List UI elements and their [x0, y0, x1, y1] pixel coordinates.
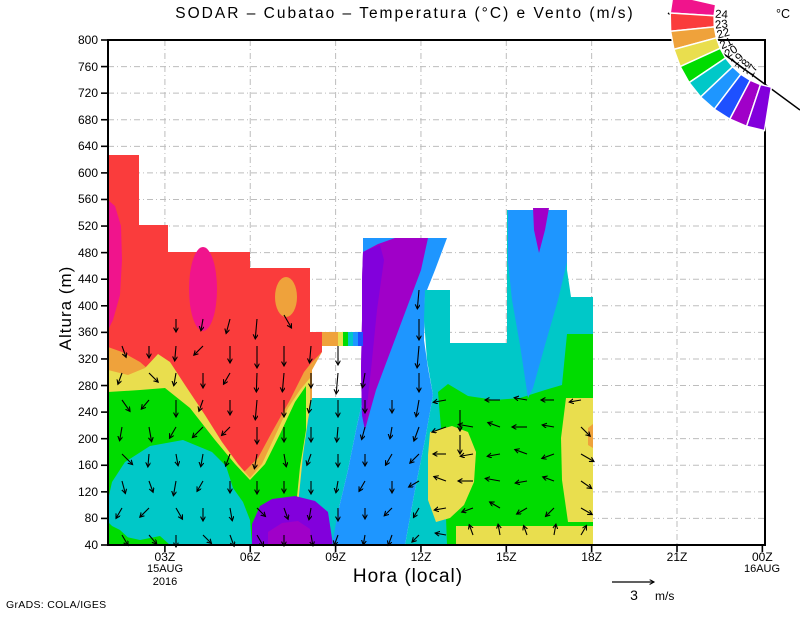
colorbar-unit-label: °C: [776, 7, 791, 21]
y-tick-label: 560: [77, 192, 98, 207]
y-tick-label: 320: [77, 351, 98, 366]
chart-title: SODAR – Cubatao – Temperatura (°C) e Ven…: [175, 5, 635, 22]
date-label: 15AUG: [146, 563, 184, 575]
reference-vector-value: 3: [630, 587, 638, 603]
x-tick-label: 12Z: [410, 550, 432, 564]
colorbar-segment-violet: [745, 83, 773, 132]
x-tick-label: 00Z: [752, 550, 773, 564]
x-tick-label: 18Z: [581, 550, 602, 564]
x-tick-label: 06Z: [239, 550, 261, 564]
y-tick-label: 80: [84, 511, 98, 526]
x-axis-title: Hora (local): [352, 566, 464, 587]
grads-credit: GrADS: COLA/IGES: [6, 599, 107, 611]
plot-frame: [107, 39, 766, 546]
x-tick-label: 03Z: [154, 550, 176, 564]
y-tick-label: 680: [77, 112, 98, 127]
y-tick-label: 720: [77, 86, 98, 101]
y-tick-label: 440: [77, 272, 98, 287]
contour-regions: [108, 155, 593, 545]
y-tick-label: 400: [77, 298, 98, 313]
colorbar-fan: [669, 0, 773, 132]
y-tick-label: 600: [77, 165, 98, 180]
y-tick-label: 240: [77, 405, 98, 420]
y-tick-label: 40: [84, 538, 98, 552]
y-tick-label: 360: [77, 325, 98, 340]
axis-ticks: [101, 39, 764, 552]
y-tick-label: 520: [77, 219, 98, 234]
y-tick-label: 480: [77, 245, 98, 260]
y-tick-label: 280: [77, 378, 98, 393]
y-tick-label: 160: [77, 458, 98, 473]
date-label: 2016: [152, 576, 178, 588]
y-tick-label: 200: [77, 431, 98, 446]
y-tick-label: 800: [77, 33, 98, 47]
y-tick-label: 120: [77, 484, 98, 499]
reference-vector-unit: m/s: [655, 589, 675, 603]
date-label: 16AUG: [743, 563, 781, 575]
y-tick-label: 640: [77, 139, 98, 154]
y-tick-label: 760: [77, 59, 98, 74]
x-tick-label: 21Z: [666, 550, 688, 564]
x-tick-label: 15Z: [495, 550, 517, 564]
x-tick-label: 09Z: [325, 550, 346, 564]
